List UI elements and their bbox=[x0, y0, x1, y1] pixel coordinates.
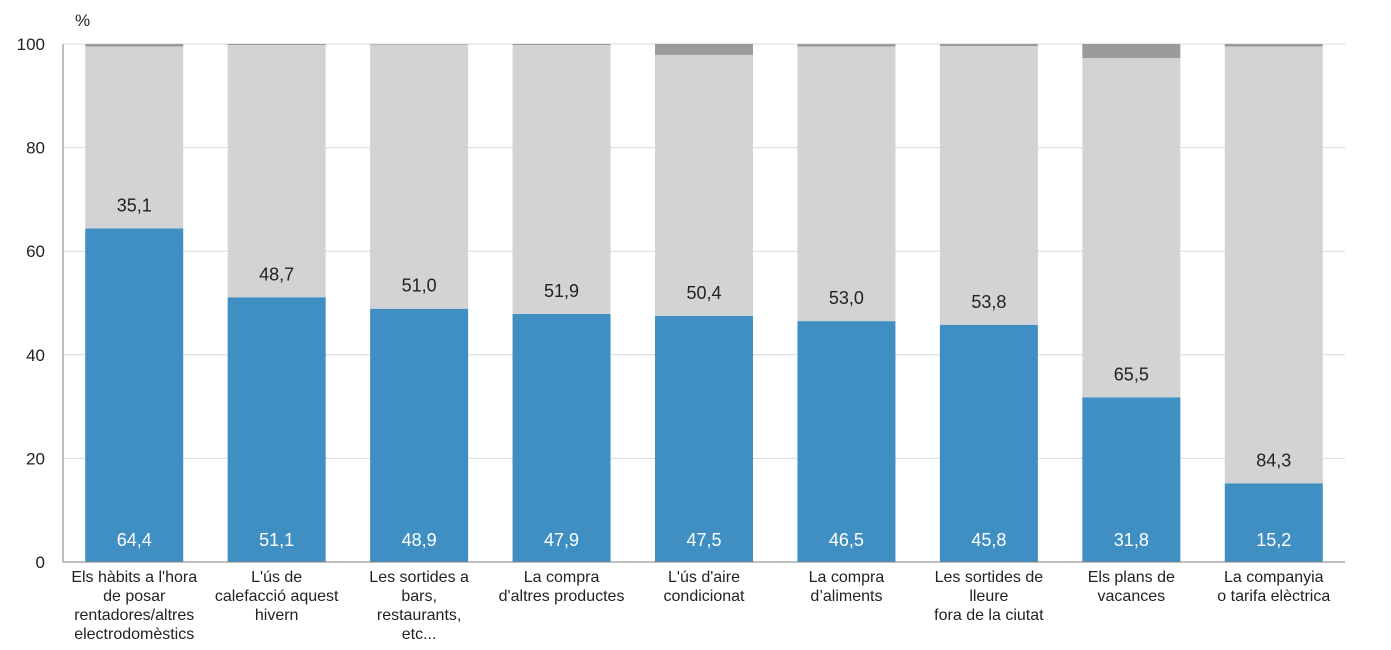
data-label-3-series-2: 51,0 bbox=[402, 276, 437, 296]
data-label-3-series-1: 48,9 bbox=[402, 530, 437, 550]
bar-9-segment-1 bbox=[1224, 483, 1323, 562]
y-tick-label-80: 80 bbox=[26, 139, 45, 158]
category-label-6: La compra d’aliments bbox=[809, 569, 885, 605]
bar-9-segment-2 bbox=[1224, 46, 1323, 484]
data-label-8-series-2: 65,5 bbox=[1114, 364, 1149, 384]
data-label-9-series-2: 84,3 bbox=[1256, 450, 1291, 470]
category-label-8: Els plans de vacances bbox=[1088, 569, 1175, 605]
category-label-4: La compra d'altres productes bbox=[499, 569, 625, 605]
bar-3-segment-3 bbox=[370, 44, 469, 45]
bar-5-segment-3 bbox=[655, 44, 753, 55]
data-label-7-series-2: 53,8 bbox=[971, 292, 1006, 312]
bar-1-segment-2 bbox=[85, 46, 184, 229]
bar-6-segment-1 bbox=[797, 321, 896, 562]
bar-7-segment-2 bbox=[939, 46, 1038, 325]
data-label-4-series-1: 47,9 bbox=[544, 530, 579, 550]
bar-1-segment-3 bbox=[85, 44, 184, 47]
category-label-9: La companyia o tarifa elèctrica bbox=[1217, 569, 1330, 605]
y-tick-label-20: 20 bbox=[26, 449, 45, 468]
bar-2-segment-1 bbox=[227, 297, 326, 562]
axes: 0 20 40 60 80 100 bbox=[17, 35, 1345, 572]
bar-4-segment-3 bbox=[512, 44, 611, 46]
category-label-7: Les sortides de lleure fora de la ciutat bbox=[934, 569, 1044, 624]
value-labels: 64,4 35,1 51,1 48,7 48,9 51,0 47,9 51,9 47,5 50,4… bbox=[117, 195, 1292, 550]
category-label-5: L'ús d'aire condicionat bbox=[664, 569, 746, 605]
category-label-1: Els hàbits a l'hora de posar rentadores/al… bbox=[71, 569, 197, 643]
data-label-4-series-2: 51,9 bbox=[544, 281, 579, 301]
data-label-2-series-2: 48,7 bbox=[259, 264, 294, 284]
bar-7-segment-3 bbox=[939, 44, 1038, 47]
bar-5-segment-1 bbox=[655, 315, 753, 562]
bar-8-segment-1 bbox=[1082, 397, 1181, 562]
bar-9-segment-3 bbox=[1224, 44, 1323, 47]
data-label-5-series-1: 47,5 bbox=[686, 530, 721, 550]
bar-3-segment-2 bbox=[370, 44, 469, 309]
y-tick-label-100: 100 bbox=[17, 35, 45, 54]
data-label-2-series-1: 51,1 bbox=[259, 530, 294, 550]
y-tick-label-60: 60 bbox=[26, 242, 45, 261]
data-label-1-series-1: 64,4 bbox=[117, 530, 152, 550]
data-label-9-series-1: 15,2 bbox=[1256, 530, 1291, 550]
bar-5-segment-2 bbox=[655, 54, 753, 316]
y-axis-unit-label: % bbox=[75, 11, 90, 30]
bar-2-segment-3 bbox=[227, 44, 326, 46]
bar-2-segment-2 bbox=[227, 45, 326, 298]
bars bbox=[85, 44, 1323, 562]
data-label-5-series-2: 50,4 bbox=[686, 283, 721, 303]
data-label-7-series-1: 45,8 bbox=[971, 530, 1006, 550]
bar-8-segment-3 bbox=[1082, 44, 1181, 58]
category-label-3: Les sortides a bars, restaurants, etc... bbox=[369, 569, 469, 643]
bar-6-segment-2 bbox=[797, 46, 896, 322]
bar-8-segment-2 bbox=[1082, 57, 1181, 398]
y-tick-label-0: 0 bbox=[36, 553, 45, 572]
y-tick-label-40: 40 bbox=[26, 346, 45, 365]
category-label-2: L'ús de calefacció aquest hivern bbox=[215, 569, 339, 624]
bar-3-segment-1 bbox=[370, 308, 469, 562]
data-label-6-series-1: 46,5 bbox=[829, 530, 864, 550]
data-label-1-series-2: 35,1 bbox=[117, 195, 152, 215]
bar-6-segment-3 bbox=[797, 44, 896, 47]
bar-4-segment-2 bbox=[512, 45, 611, 314]
bar-1-segment-1 bbox=[85, 228, 184, 562]
bar-4-segment-1 bbox=[512, 313, 611, 562]
data-label-6-series-2: 53,0 bbox=[829, 288, 864, 308]
data-label-8-series-1: 31,8 bbox=[1114, 530, 1149, 550]
category-labels: Els hàbits a l'hora de posar rentadores/al… bbox=[71, 569, 1330, 643]
bar-7-segment-1 bbox=[939, 324, 1038, 562]
